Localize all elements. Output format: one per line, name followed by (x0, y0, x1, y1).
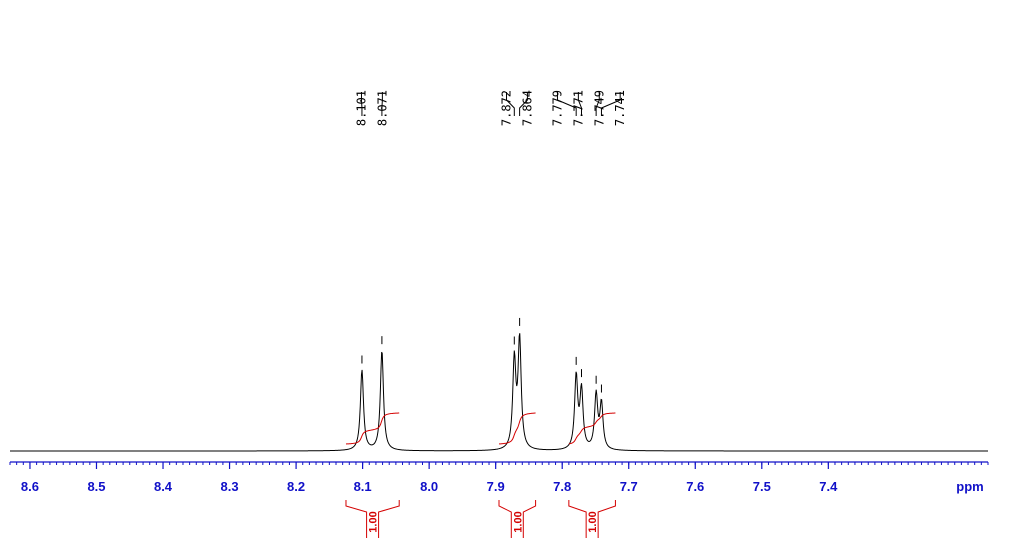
x-tick-label: 7.7 (620, 479, 638, 494)
peak-label: 7.779 (550, 90, 564, 126)
integral-value: 1.00 (368, 511, 380, 532)
x-tick-label: 7.6 (686, 479, 704, 494)
integral-brackets: 1.00 1.00 1.00 (345, 500, 616, 538)
peak-label-connector (506, 92, 515, 116)
x-tick-label: 7.8 (553, 479, 571, 494)
peak-label-connector (595, 92, 600, 116)
peak-label-connector (556, 92, 577, 116)
integral-bracket (345, 500, 400, 538)
x-axis-label: ppm (956, 479, 983, 494)
integral-bracket (498, 500, 537, 538)
x-tick-label: 8.3 (221, 479, 239, 494)
x-tick-label: 7.4 (819, 479, 838, 494)
peak-label: 7.771 (571, 90, 585, 126)
x-tick-label: 7.5 (753, 479, 771, 494)
peak-label-connector (577, 92, 582, 116)
peak-label: 8.101 (354, 90, 368, 126)
x-axis: 8.6 8.5 8.4 8.3 8.2 8.1 8.0 7.9 7.8 7.7 7.6 7.5 7.4 (9, 461, 989, 494)
spectrum-trace (10, 333, 988, 452)
x-tick-label: 8.1 (354, 479, 372, 494)
integral-bracket (568, 500, 616, 538)
peak-label: 8.071 (375, 90, 389, 126)
integral-value: 1.00 (587, 511, 599, 532)
x-tick-label: 8.5 (87, 479, 105, 494)
integral-curves (345, 412, 616, 445)
x-tick-label: 8.0 (420, 479, 438, 494)
x-tick-label: 7.9 (487, 479, 505, 494)
peak-labels: 8.101 8.071 7.872 7.864 7.779 7.771 7.749 7.741 (354, 90, 627, 126)
peak-label: 7.741 (613, 90, 627, 126)
peak-label: 7.749 (592, 90, 606, 126)
spectrum-line (10, 333, 988, 452)
integral-curve (568, 412, 616, 445)
x-tick-label: 8.2 (287, 479, 305, 494)
integral-value: 1.00 (512, 511, 524, 532)
peak-label: 7.864 (520, 90, 534, 126)
peak-markers (361, 317, 602, 393)
peak-label: 7.872 (500, 90, 514, 126)
integral-curve (498, 412, 536, 445)
integral-curve (345, 412, 400, 445)
x-tick-label: 8.4 (154, 479, 173, 494)
peak-label-connector (600, 92, 621, 116)
peak-label-connector (519, 92, 528, 116)
x-tick-label: 8.6 (21, 479, 39, 494)
